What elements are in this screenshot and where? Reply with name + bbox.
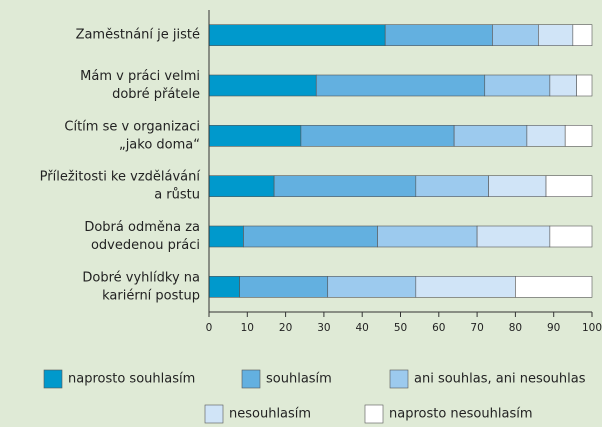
bar-segment (415, 175, 489, 197)
x-tick-label: 50 (394, 322, 407, 334)
bar-segment (572, 24, 593, 46)
category-label: kariérní postup (102, 288, 200, 303)
category-label: Dobré vyhlídky na (82, 270, 200, 285)
x-tick-label: 0 (206, 322, 213, 334)
bar-segment (415, 276, 516, 298)
x-tick-label: 20 (279, 322, 292, 334)
category-label: Dobrá odměna za (84, 220, 200, 235)
bar-segment (208, 175, 275, 197)
legend-label: naprosto souhlasím (68, 372, 195, 387)
legend-label: ani souhlas, ani nesouhlas (414, 372, 586, 387)
legend-label: souhlasím (266, 372, 332, 387)
x-tick-label: 40 (356, 322, 369, 334)
bar-segment (545, 175, 593, 197)
x-tick-label: 30 (317, 322, 330, 334)
bar-segment (492, 24, 539, 46)
x-tick-label: 80 (509, 322, 522, 334)
bar-segment (484, 74, 551, 97)
legend-swatch (204, 404, 224, 424)
bar-segment (564, 125, 593, 147)
bar-segment (453, 125, 528, 147)
x-tick-label: 100 (582, 322, 602, 334)
category-label: odvedenou práci (91, 238, 200, 253)
bar-segment (327, 276, 417, 298)
legend-label: naprosto nesouhlasím (389, 407, 533, 422)
bar-segment (208, 225, 244, 248)
bar-segment (315, 74, 486, 97)
bar-segment (576, 74, 593, 97)
x-tick-label: 60 (432, 322, 445, 334)
bar-segment (208, 24, 386, 46)
legend-swatch (241, 369, 261, 389)
category-label: „jako doma“ (119, 137, 200, 152)
bar-segment (208, 125, 302, 147)
legend-swatch (364, 404, 384, 424)
bar-segment (384, 24, 493, 46)
category-label: Mám v práci velmi (80, 69, 200, 84)
bar-segment (488, 175, 547, 197)
category-label: a růstu (154, 188, 200, 203)
bar-segment (208, 74, 317, 97)
bar-segment (273, 175, 417, 197)
bar-segment (538, 24, 574, 46)
bar-segment (208, 276, 240, 298)
legend-swatch (389, 369, 409, 389)
category-label: dobré přátele (112, 87, 200, 102)
bar-segment (239, 276, 329, 298)
legend-label: nesouhlasím (229, 407, 311, 422)
x-tick-label: 70 (470, 322, 483, 334)
x-tick-label: 90 (547, 322, 560, 334)
x-tick-label: 10 (241, 322, 254, 334)
category-label: Příležitosti ke vzdělávání (40, 170, 201, 185)
bar-segment (243, 225, 378, 248)
bar-segment (300, 125, 455, 147)
bar-segment (377, 225, 478, 248)
category-label: Zaměstnání je jisté (76, 28, 200, 43)
category-label: Cítím se v organizaci (64, 119, 200, 134)
legend-swatch (43, 369, 63, 389)
bar-segment (549, 225, 593, 248)
bar-segment (549, 74, 577, 97)
bar-segment (515, 276, 593, 298)
bar-segment (526, 125, 566, 147)
bar-segment (476, 225, 551, 248)
